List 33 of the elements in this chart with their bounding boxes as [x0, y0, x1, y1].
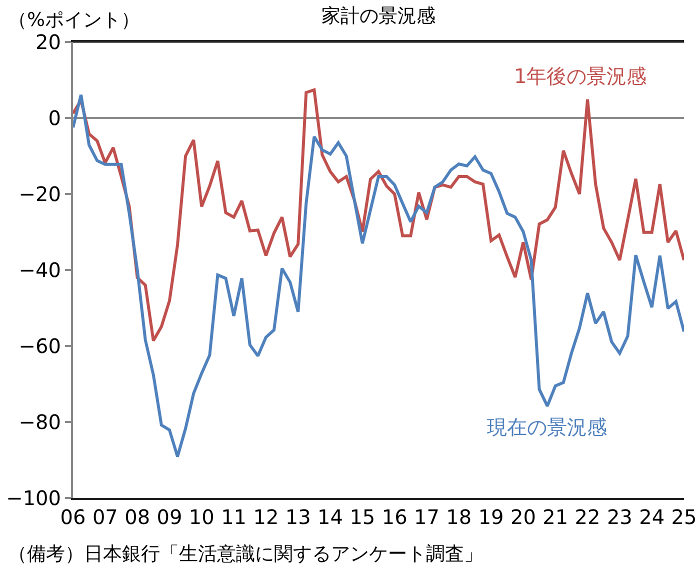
x-tick-label: 08 [124, 504, 150, 529]
x-tick-label: 18 [446, 504, 472, 529]
text: （備考）日本銀行「生活意識に関するアンケート調査」 [8, 543, 483, 565]
x-tick-label: 11 [221, 504, 247, 529]
x-tick-label: 19 [478, 504, 504, 529]
x-tick-label: 12 [253, 504, 279, 529]
y-tick-label: −60 [18, 334, 61, 358]
x-tick-label: 06 [60, 504, 86, 529]
y-tick-label: 0 [48, 106, 61, 130]
x-tick-label: 09 [156, 504, 182, 529]
y-tick-label: −20 [18, 182, 61, 206]
x-tick-label: 13 [285, 504, 311, 529]
x-tick-label: 21 [542, 504, 568, 529]
y-axis-title: （%ポイント） [8, 9, 140, 31]
y-tick-label: −40 [18, 258, 61, 282]
x-tick-label: 10 [188, 504, 214, 529]
x-tick-label: 23 [606, 504, 632, 529]
line-series [73, 93, 684, 458]
chart-title: 家計の景況感 [322, 4, 436, 27]
y-tick-label: −80 [18, 410, 61, 434]
x-tick-label: 20 [510, 504, 536, 529]
x-tick-label: 15 [350, 504, 376, 529]
x-tick-label: 07 [92, 504, 118, 529]
x-tick-label: 17 [414, 504, 440, 529]
x-tick-label: 16 [382, 504, 408, 529]
x-tick-label: 25 [671, 504, 697, 529]
y-tick-label: −100 [6, 486, 61, 510]
series-label: 1年後の景況感 [514, 64, 647, 88]
x-tick-label: 14 [318, 504, 343, 529]
x-tick-label: 24 [639, 504, 665, 529]
x-tick-label: 22 [574, 504, 600, 529]
y-tick-label: 20 [36, 30, 61, 54]
series-label: 現在の景況感 [487, 415, 607, 439]
